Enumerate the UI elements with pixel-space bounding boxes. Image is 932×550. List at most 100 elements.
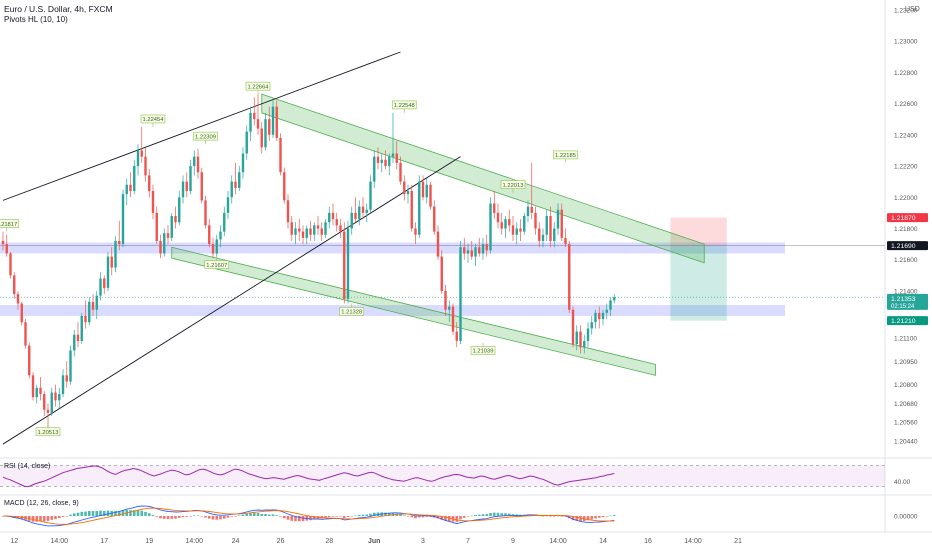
y-tick-label: 1.20800 [894,382,918,389]
candle [84,315,87,323]
candle [69,350,72,382]
x-tick-label: 14:00 [549,538,567,545]
pivot-label: 1.21817 [0,222,17,228]
candle [1,240,5,245]
candle [211,244,215,254]
rsi-line [2,465,615,488]
candle [264,119,267,148]
macd-bar [350,516,354,517]
candle [500,222,503,229]
candle [298,228,301,232]
pivot-label: 1.21607 [206,263,227,269]
candle [35,387,38,398]
y-tick-label: 1.22000 [894,195,918,202]
candle [414,228,417,235]
indicator-label[interactable]: Pivots HL (10, 10) [4,15,68,24]
macd-bar [597,516,601,518]
candle [448,306,451,310]
candle [545,216,548,235]
macd-bar [496,512,500,516]
macd-bar [440,516,444,520]
candle [241,153,245,173]
candle [309,228,312,235]
macd-bar [541,516,545,517]
candle [268,119,271,135]
candle [598,312,601,320]
candle [313,225,316,235]
price-label-last-price [887,293,928,310]
rsi-tick: 40.00 [894,479,911,486]
macd-bar [470,515,474,517]
pivot-label: 1.22454 [143,117,165,123]
macd-bar [185,516,189,517]
candle [376,156,380,163]
macd-bar [177,516,181,518]
x-tick-label: 14 [599,538,607,545]
macd-bar [99,510,102,516]
macd-bar [222,516,226,519]
candle [410,191,413,229]
candle [444,290,447,310]
macd-bar [87,511,91,516]
rising-line-bottom [2,156,461,445]
macd-bar [481,514,485,516]
candle [579,331,582,348]
candle [560,209,563,238]
candle [58,394,61,401]
x-tick-label: 14:00 [185,538,203,545]
y-tick-label: 1.22400 [894,132,918,139]
candle [125,184,128,195]
macd-bar [455,516,459,522]
candle [279,137,282,173]
candle [395,153,398,163]
candle [305,228,308,238]
candle [418,181,421,235]
macd-bar [151,514,155,516]
y-tick-label: 1.21100 [894,335,917,342]
symbol-title[interactable]: Euro / U.S. Dollar, 4h, FXCM [4,4,113,14]
macd-bar [226,516,230,518]
x-tick-label: 16 [644,538,652,545]
candle [459,247,462,341]
candle [556,209,560,229]
candle [294,228,297,235]
x-tick-label: 21 [734,538,742,545]
take-profit-zone [670,245,727,321]
macd-bar [387,512,391,516]
candle [91,301,95,310]
pivot-label-box [193,131,218,141]
macd-bar [95,510,99,516]
macd-bar [204,516,207,518]
candle [564,237,567,245]
candle [5,244,8,254]
candle [571,309,575,345]
rsi-label: RSI (14, close) [4,463,50,470]
candle [586,328,590,341]
y-tick-label: 1.23200 [894,7,918,14]
candle [181,181,185,198]
candle [43,394,46,410]
candle [144,156,147,176]
support-zone [0,305,785,316]
candle [429,184,432,207]
candle [605,309,608,313]
x-tick-label: 19 [145,538,153,545]
candle [13,275,16,295]
candle [609,300,612,310]
macd-bar [102,510,106,516]
macd-bar [406,516,410,517]
macd-bar [42,516,46,522]
candle [343,231,346,299]
candle [425,184,428,198]
candle [61,375,65,395]
x-tick-label: 17 [100,538,108,545]
candle [226,197,230,213]
macd-bar [80,511,84,516]
candle [163,233,166,254]
candle [369,181,372,210]
macd-bar [286,516,290,520]
macd-bar [282,516,286,519]
macd-bar [507,513,511,516]
pivot-label-box [339,307,365,316]
